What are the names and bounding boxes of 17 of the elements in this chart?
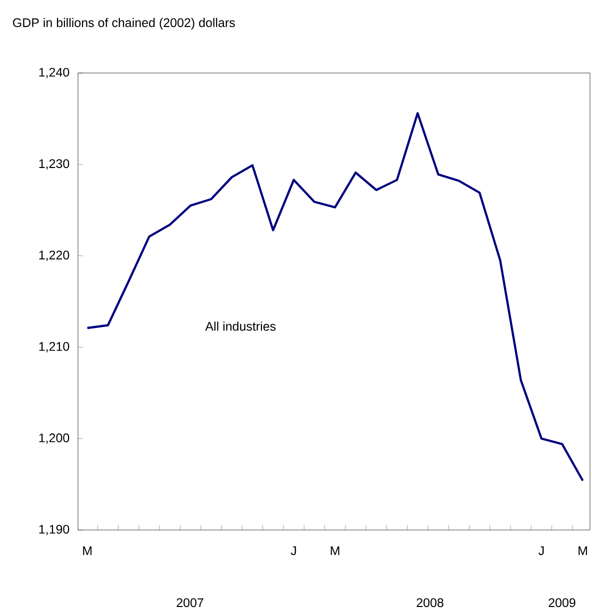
x-tick-label: M: [330, 546, 340, 555]
x-tick-label: M: [578, 546, 587, 555]
y-tick-label: 1,200: [39, 433, 70, 444]
text: 2008: [416, 598, 444, 608]
x-tick-label: J: [538, 546, 544, 556]
y-tick-label: 1,210: [39, 342, 70, 352]
x-tick-label: M: [83, 546, 92, 555]
chart-title: GDP in billions of chained (2002) dollars: [12, 18, 235, 30]
y-tick-label: 1,230: [39, 159, 70, 170]
y-tick-label: 1,190: [39, 524, 70, 536]
y-tick-label: 1,220: [39, 250, 70, 261]
text: All industries: [205, 322, 276, 331]
line-series: [86, 112, 584, 482]
y-tick-label: 1,240: [39, 68, 70, 78]
text: 2009: [548, 598, 576, 608]
x-tick-label: J: [290, 546, 296, 556]
text: 2007: [176, 598, 204, 608]
